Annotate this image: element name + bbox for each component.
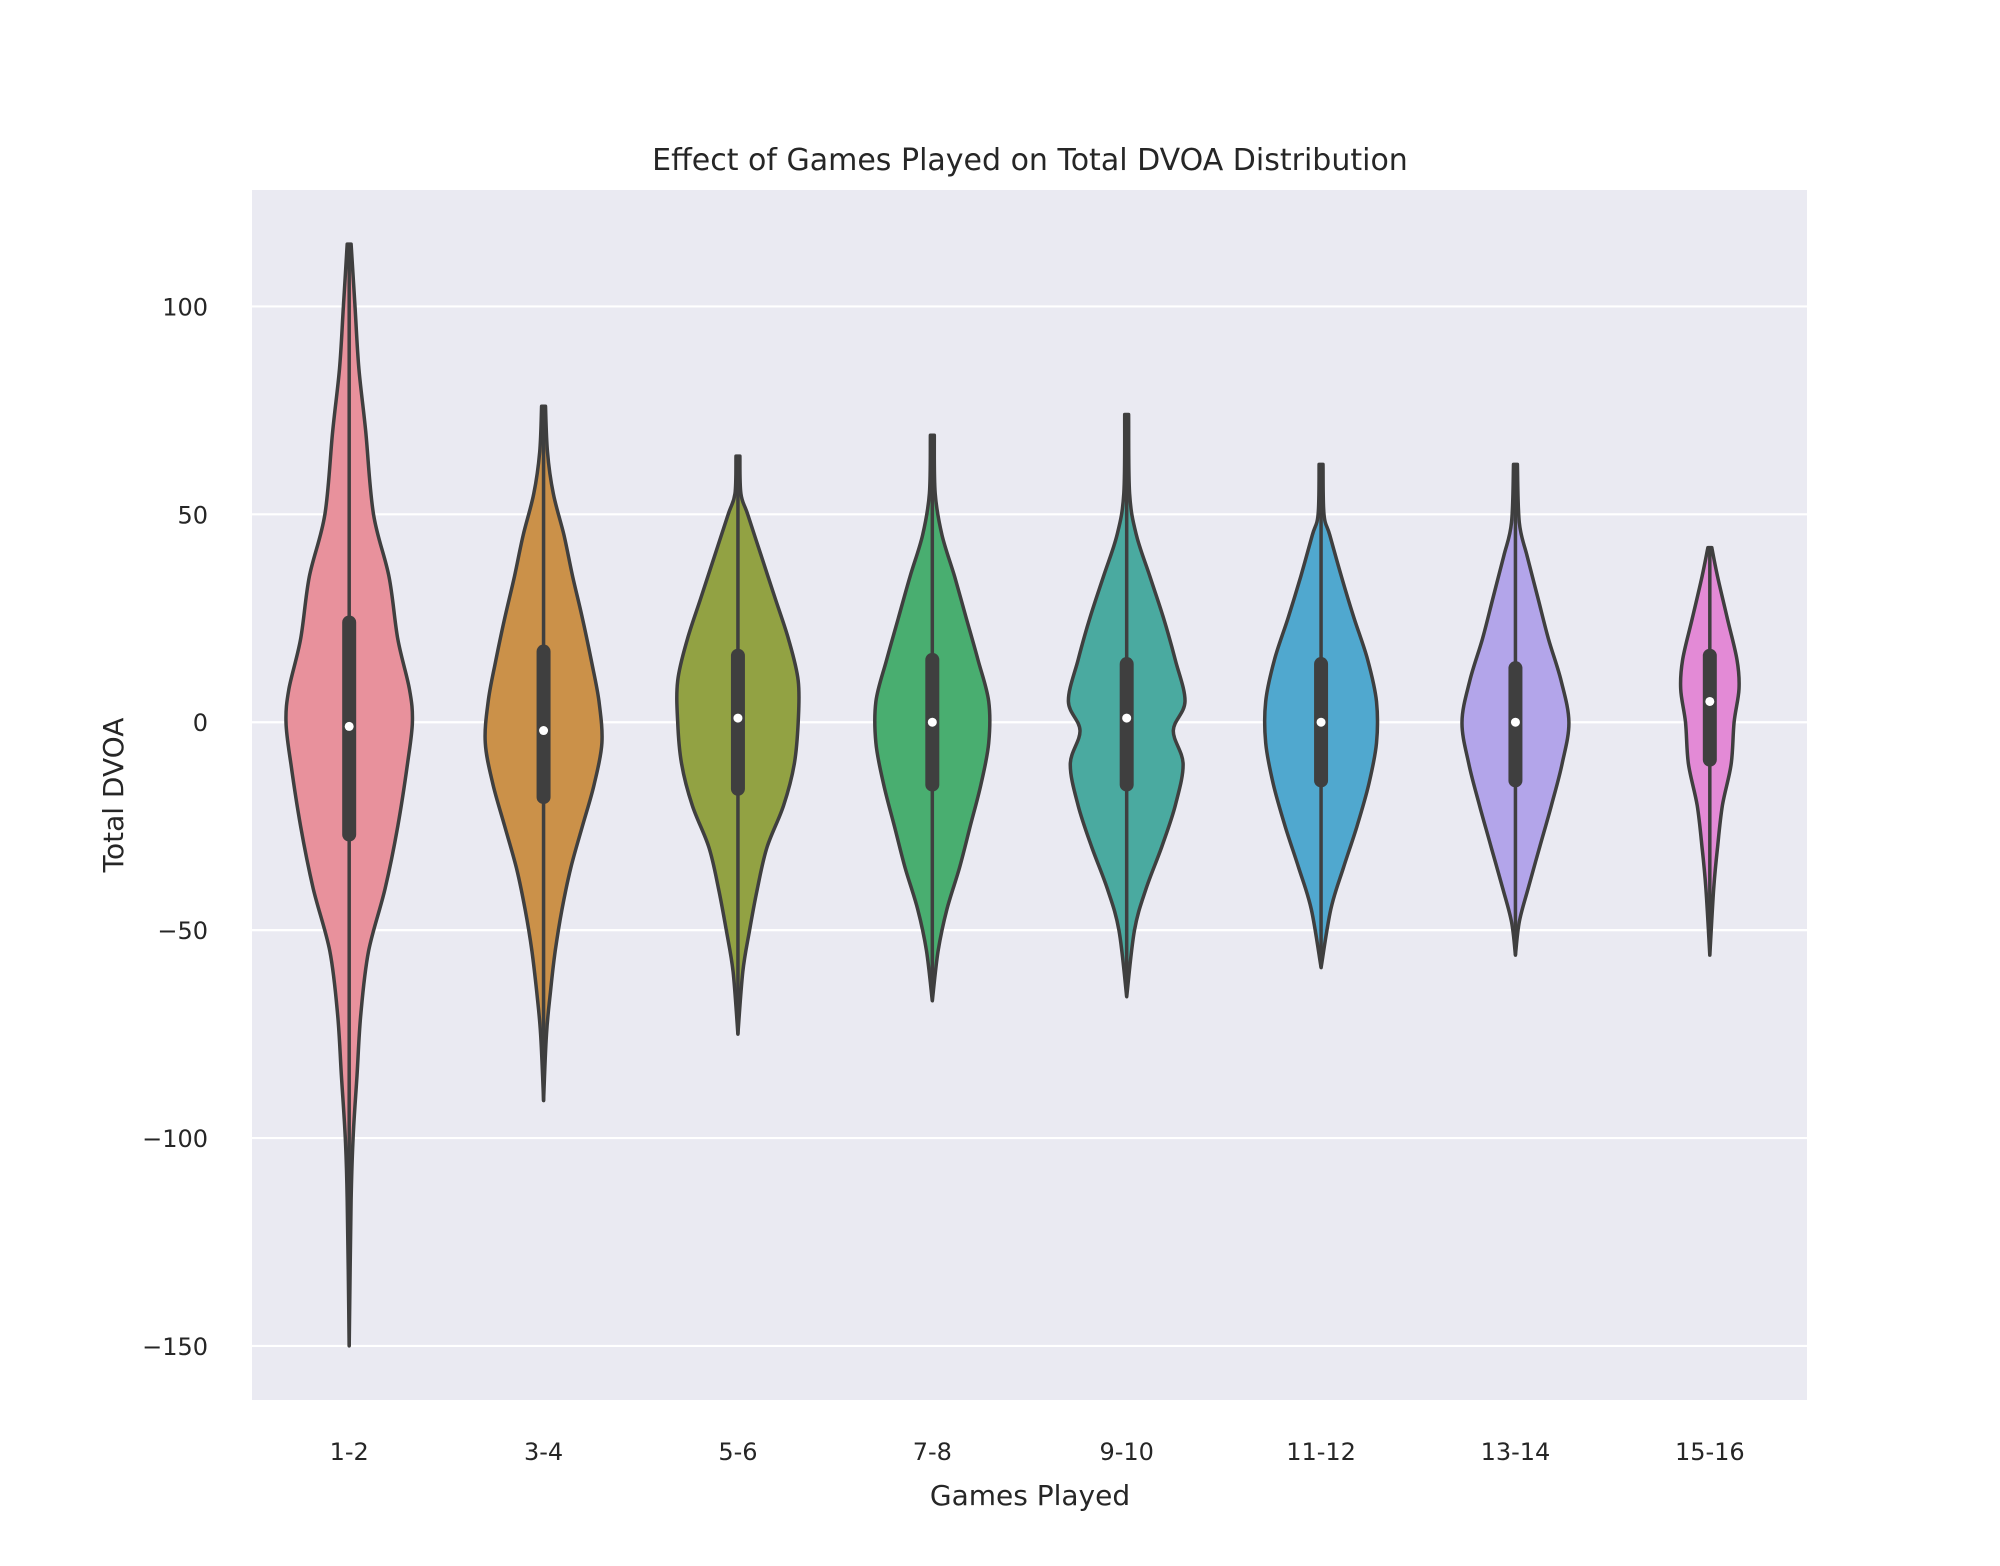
x-tick-label: 9-10 bbox=[1099, 1438, 1153, 1466]
x-tick-label: 3-4 bbox=[524, 1438, 563, 1466]
violin-13-14 bbox=[1460, 462, 1571, 957]
y-axis-ticks: 100 50 0 −50 −100 −150 bbox=[142, 293, 208, 1361]
x-axis-ticks: 1-2 3-4 5-6 7-8 9-10 11-12 13-14 15-16 bbox=[330, 1438, 1745, 1466]
violin-7-8 bbox=[873, 433, 992, 1003]
plot-area bbox=[252, 190, 1807, 1400]
violin-median-point bbox=[1510, 717, 1520, 727]
violin-15-16 bbox=[1678, 545, 1741, 957]
violin-5-6 bbox=[675, 454, 801, 1036]
violin-3-4 bbox=[483, 404, 604, 1103]
y-tick-label: −150 bbox=[142, 1333, 208, 1361]
y-tick-label: 50 bbox=[177, 501, 208, 529]
y-tick-label: 100 bbox=[162, 293, 208, 321]
x-tick-label: 11-12 bbox=[1286, 1438, 1356, 1466]
x-tick-label: 5-6 bbox=[718, 1438, 757, 1466]
x-tick-label: 13-14 bbox=[1481, 1438, 1551, 1466]
x-tick-label: 1-2 bbox=[330, 1438, 369, 1466]
violin-1-2 bbox=[284, 242, 415, 1348]
violin-median-point bbox=[733, 713, 743, 723]
violins bbox=[284, 242, 1741, 1348]
violin-median-point bbox=[1122, 713, 1132, 723]
x-axis-label: Games Played bbox=[930, 1479, 1130, 1512]
violin-9-10 bbox=[1066, 412, 1187, 999]
violin-median-point bbox=[1705, 696, 1715, 706]
violin-median-point bbox=[927, 717, 937, 727]
chart-title: Effect of Games Played on Total DVOA Dis… bbox=[652, 143, 1408, 178]
y-tick-label: −50 bbox=[157, 917, 208, 945]
x-tick-label: 7-8 bbox=[913, 1438, 952, 1466]
x-tick-label: 15-16 bbox=[1675, 1438, 1745, 1466]
violin-median-point bbox=[539, 726, 549, 736]
y-tick-label: −100 bbox=[142, 1125, 208, 1153]
violin-11-12 bbox=[1262, 462, 1380, 970]
violin-median-point bbox=[1316, 717, 1326, 727]
violin-median-point bbox=[344, 721, 354, 731]
y-axis-label: Total DVOA bbox=[97, 718, 130, 874]
y-tick-label: 0 bbox=[193, 709, 208, 737]
